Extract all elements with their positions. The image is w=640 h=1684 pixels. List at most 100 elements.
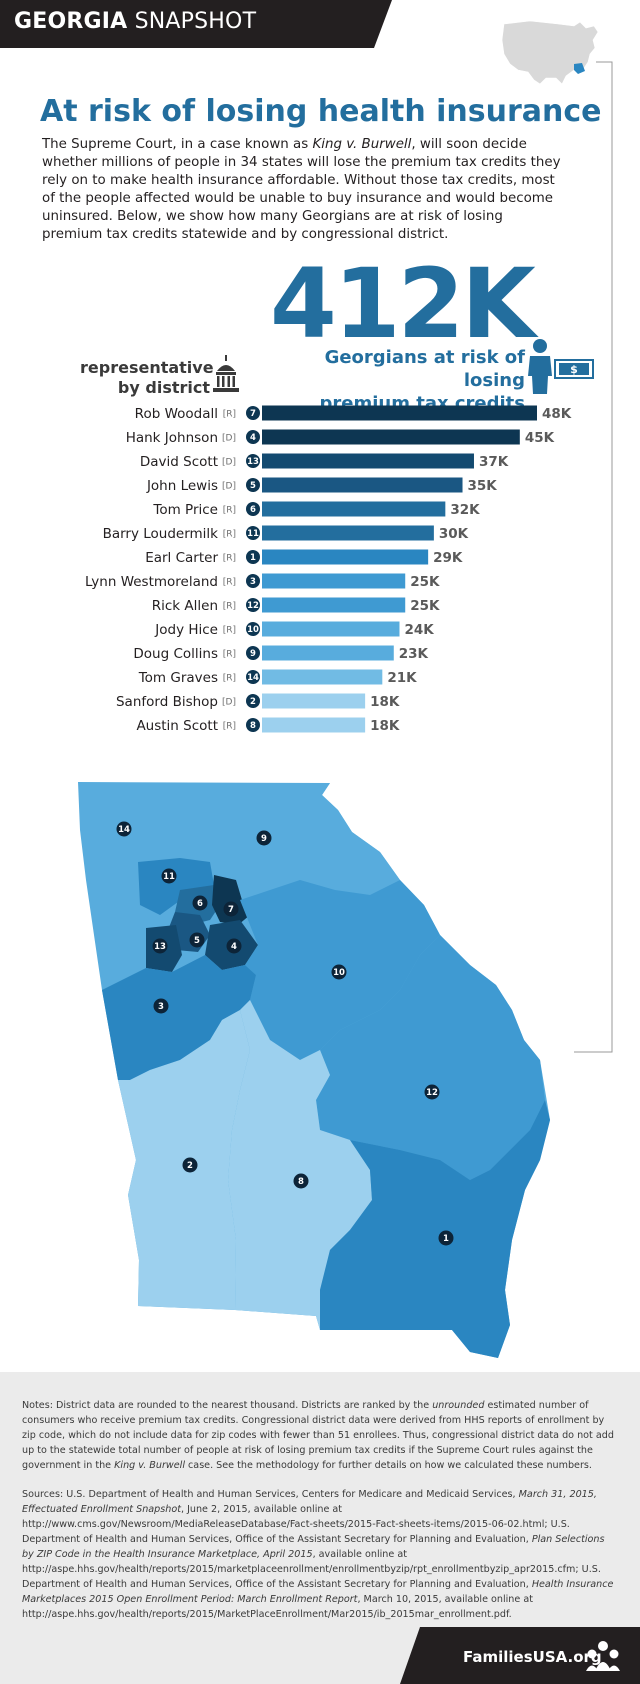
- bar: [262, 501, 446, 517]
- map-label-badge: [153, 998, 169, 1014]
- district-number: 3: [250, 577, 256, 587]
- map-label-badge: [182, 1157, 198, 1173]
- map-label-number: 6: [197, 899, 203, 909]
- families-usa-logo-icon: [586, 1641, 620, 1671]
- district-number: 5: [250, 481, 256, 491]
- party-label: [D]: [222, 458, 236, 468]
- party-label: [R]: [223, 626, 236, 636]
- map-district-11: [138, 858, 214, 915]
- value-label: 32K: [450, 502, 480, 518]
- district-badge: [246, 598, 260, 612]
- value-label: 25K: [410, 574, 440, 590]
- district-badge: [246, 502, 260, 516]
- map-district-labels: 14 9 11 6 7 5 4 13 10 3 12 2 8 1: [116, 821, 454, 1246]
- intro-text-1: The Supreme Court, in a case known as: [42, 137, 313, 152]
- party-label: [R]: [223, 674, 236, 684]
- header-title-rest: SNAPSHOT: [134, 9, 257, 34]
- dollar-sign: $: [570, 363, 578, 376]
- value-label: 24K: [405, 622, 435, 638]
- bar: [262, 669, 383, 685]
- bar: [262, 573, 406, 589]
- sources-paragraph: Sources: U.S. Department of Health and H…: [22, 1487, 618, 1622]
- district-number: 12: [247, 601, 259, 611]
- statewide-label-line1: Georgians at risk of losing: [324, 347, 525, 391]
- district-bar-chart: [R] Rob Woodall 7 48K [D] Hank Johnson 4 45K [D]…: [85, 405, 572, 734]
- party-label: [R]: [223, 530, 236, 540]
- map-label-badge: [192, 895, 208, 911]
- value-label: 29K: [433, 550, 463, 566]
- district-number: 14: [247, 673, 259, 683]
- map-label-number: 13: [154, 942, 166, 952]
- capitol-building-icon: [213, 355, 239, 392]
- map-label-number: 5: [194, 936, 200, 946]
- district-badge: [246, 430, 260, 444]
- bar: [262, 549, 429, 565]
- map-district-3: [102, 955, 256, 1080]
- party-label: [R]: [223, 602, 236, 612]
- notes-text-2: estimated number of consumers who receiv…: [22, 1400, 614, 1471]
- map-label-badge: [161, 868, 177, 884]
- district-badge: [246, 406, 260, 420]
- notes-italic-2: King v. Burwell: [114, 1460, 185, 1471]
- rep-label-line2: by district: [117, 378, 210, 397]
- map-district-2: [118, 1010, 250, 1310]
- intro-paragraph: The Supreme Court, in a case known as Ki…: [42, 136, 562, 244]
- notes-text-3: case. See the methodology for further de…: [184, 1460, 592, 1471]
- bar: [262, 717, 366, 733]
- district-badge: [246, 526, 260, 540]
- map-label-badge: [226, 938, 242, 954]
- bar: [262, 405, 537, 421]
- party-label: [D]: [222, 482, 236, 492]
- representative-name: Jody Hice: [154, 622, 218, 638]
- bar: [262, 645, 394, 661]
- person-with-money-icon: $: [528, 339, 594, 394]
- georgia-district-map: 14 9 11 6 7 5 4 13 10 3 12 2 8 1: [78, 782, 550, 1358]
- map-label-number: 2: [187, 1161, 193, 1171]
- party-label: [R]: [223, 722, 236, 732]
- map-label-badge: [438, 1230, 454, 1246]
- representative-label: representative by district: [80, 358, 214, 398]
- map-label-number: 8: [298, 1177, 304, 1187]
- party-label: [D]: [222, 698, 236, 708]
- map-district-7: [212, 875, 250, 925]
- representative-name: Tom Graves: [138, 670, 218, 686]
- intro-text-2: , will soon decide whether millions of p…: [42, 137, 561, 242]
- value-label: 23K: [399, 646, 429, 662]
- statewide-total: 412K: [270, 248, 536, 360]
- district-number: 9: [250, 649, 256, 659]
- map-district-8: [228, 1000, 372, 1330]
- map-label-number: 12: [426, 1088, 438, 1098]
- party-label: [R]: [223, 506, 236, 516]
- representative-name: Austin Scott: [136, 718, 218, 734]
- map-label-number: 1: [443, 1234, 449, 1244]
- header-title: GEORGIA SNAPSHOT: [14, 9, 256, 34]
- district-number: 8: [250, 721, 256, 731]
- bar: [262, 525, 434, 541]
- representative-name: David Scott: [140, 454, 218, 470]
- notes-italic-1: unrounded: [432, 1400, 485, 1411]
- map-label-badge: [256, 830, 272, 846]
- value-label: 21K: [387, 670, 417, 686]
- map-label-badge: [152, 938, 168, 954]
- header-title-bold: GEORGIA: [14, 9, 128, 34]
- intro-case-name: King v. Burwell: [312, 137, 412, 152]
- map-label-badge: [424, 1084, 440, 1100]
- district-number: 10: [247, 625, 259, 635]
- district-badge: [246, 646, 260, 660]
- notes-text-1: Notes: District data are rounded to the …: [22, 1400, 433, 1411]
- district-badge: [246, 454, 260, 468]
- map-label-badge: [116, 821, 132, 837]
- map-label-badge: [293, 1173, 309, 1189]
- representative-name: Barry Loudermilk: [103, 526, 219, 542]
- map-district-12: [316, 935, 545, 1180]
- party-label: [R]: [223, 554, 236, 564]
- value-label: 45K: [525, 430, 555, 446]
- representative-name: Doug Collins: [133, 646, 218, 662]
- sources-text-4: , March 10, 2015, available online at ht…: [22, 1594, 533, 1620]
- district-number: 13: [247, 457, 259, 467]
- sources-text-1: Sources: U.S. Department of Health and H…: [22, 1489, 519, 1500]
- value-label: 18K: [370, 694, 400, 710]
- rep-label-line1: representative: [80, 358, 214, 377]
- district-badge: [246, 622, 260, 636]
- footer-brand-link[interactable]: FamiliesUSA.org: [463, 1648, 602, 1666]
